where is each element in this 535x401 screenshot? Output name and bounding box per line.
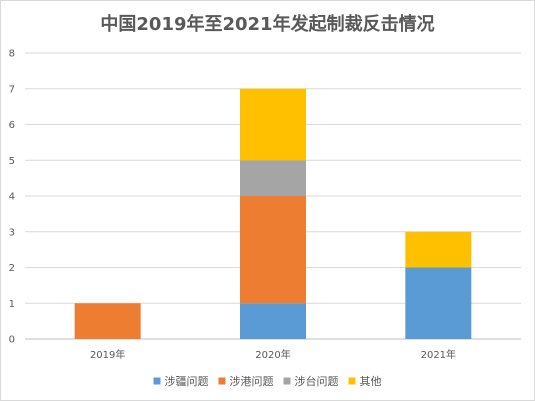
bars <box>74 88 472 339</box>
y-axis-ticks: 0 1 2 3 4 5 6 7 8 <box>9 49 15 346</box>
legend-swatch-4 <box>348 377 356 385</box>
y-tick-label: 8 <box>9 49 15 60</box>
y-tick-label: 4 <box>9 192 15 203</box>
bar-segment-2-2 <box>240 196 306 304</box>
legend-swatch-2 <box>218 377 226 385</box>
bar-segment-4-3 <box>405 231 472 268</box>
y-tick-label: 2 <box>9 263 15 274</box>
legend-label-4: 其他 <box>360 375 382 388</box>
bar-segment-1-2 <box>240 303 306 339</box>
legend-swatch-3 <box>283 377 291 385</box>
x-tick-label: 2020年 <box>255 348 290 361</box>
legend-label-1: 涉疆问题 <box>165 374 209 388</box>
y-tick-label: 5 <box>9 156 15 167</box>
y-tick-label: 7 <box>9 84 15 95</box>
x-tick-label: 2019年 <box>90 348 125 361</box>
x-tick-label: 2021年 <box>421 348 456 361</box>
legend-label-3: 涉台问题 <box>295 374 339 388</box>
chart-title: 中国2019年至2021年发起制裁反击情况 <box>100 14 435 35</box>
legend-swatch-1 <box>153 377 161 385</box>
y-tick-label: 1 <box>9 299 15 310</box>
x-axis-ticks: 2019年 2020年 2021年 <box>90 348 456 361</box>
bar-segment-4-2 <box>240 88 306 161</box>
bar-segment-2-1 <box>74 303 141 339</box>
y-tick-label: 3 <box>9 227 15 238</box>
bar-segment-1-3 <box>405 267 472 339</box>
legend-label-2: 涉港问题 <box>230 374 274 388</box>
legend: 涉疆问题 涉港问题 涉台问题 其他 <box>153 374 382 388</box>
y-tick-label: 6 <box>9 120 15 131</box>
y-tick-label: 0 <box>9 335 15 346</box>
bar-segment-3-2 <box>240 160 306 196</box>
